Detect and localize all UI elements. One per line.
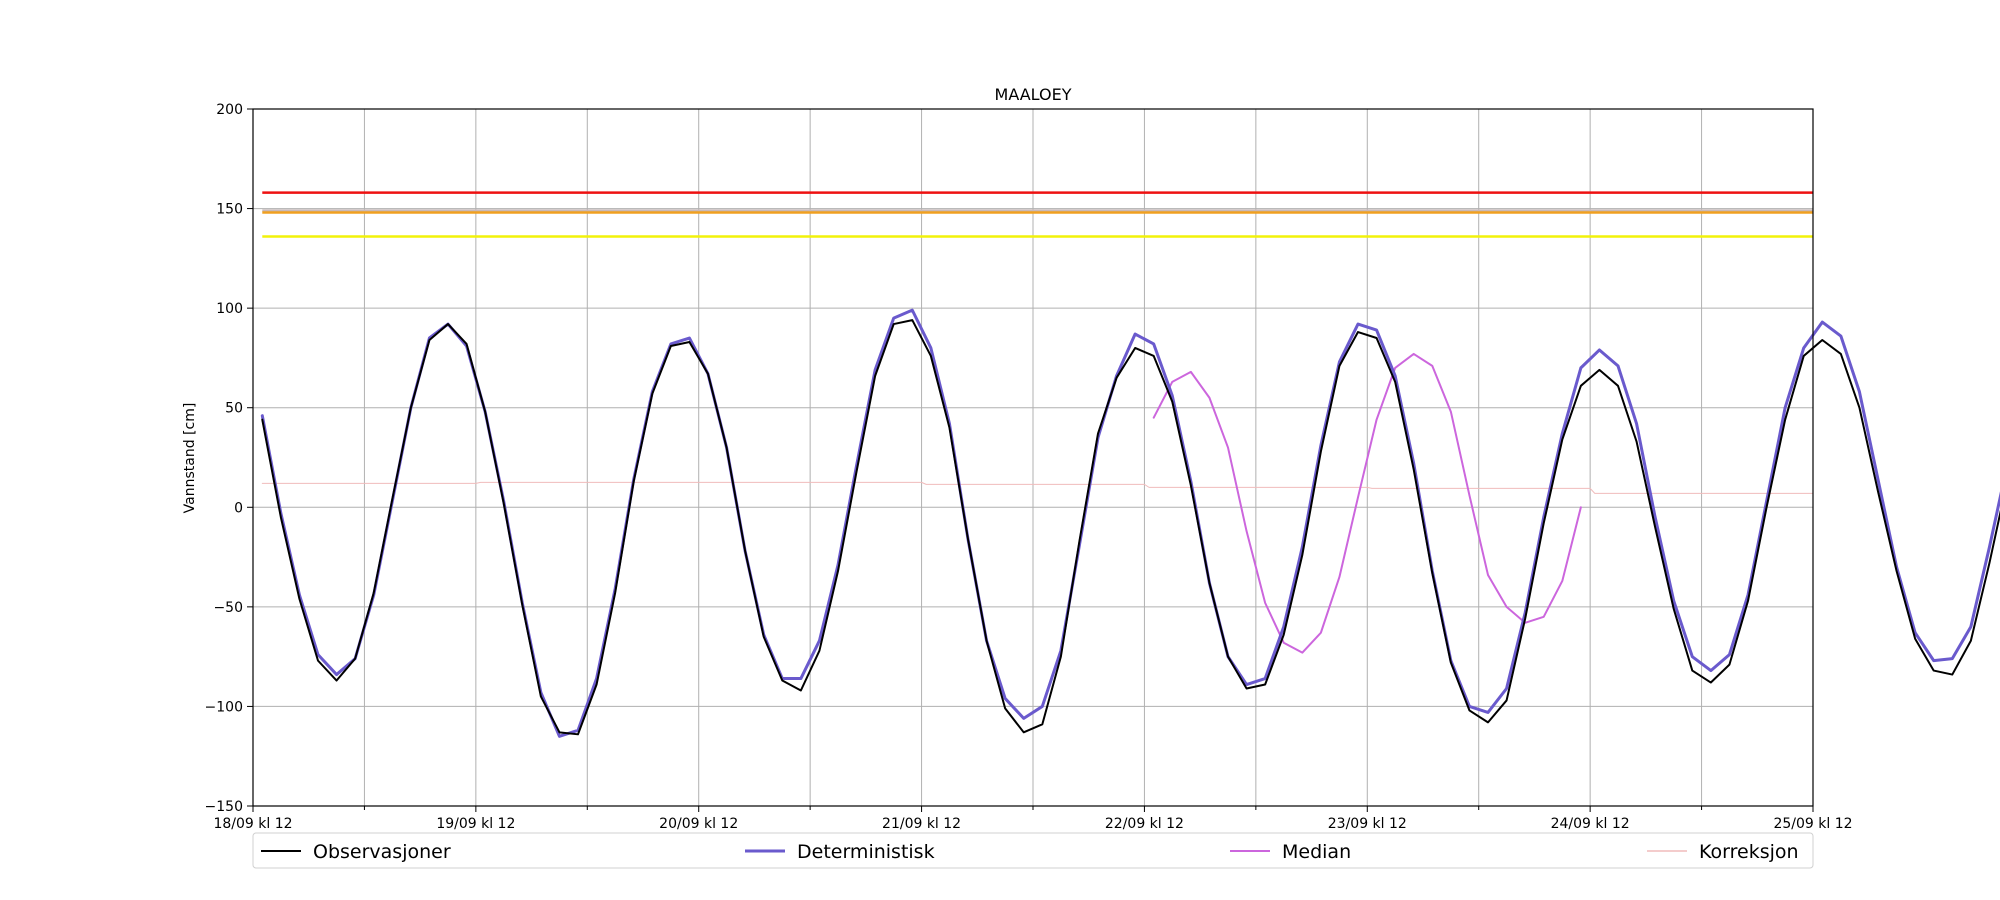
chart-title: MAALOEY: [995, 85, 1072, 104]
legend-item-deterministisk: Deterministisk: [745, 841, 935, 863]
legend-items: Observasjoner Deterministisk Median Korreks…: [261, 841, 1799, 863]
y-tick-label: 100: [216, 301, 243, 317]
series-line-observasjoner: [261, 319, 2000, 736]
legend-label: Korreksjon: [1699, 841, 1799, 863]
y-tick-label: −100: [205, 699, 243, 715]
y-tick-label: 0: [234, 500, 243, 516]
tick-layer: −150 −100 −50 0 50 100 150 200 18/09 kl 12 19/09 …: [205, 102, 1853, 832]
series-line-median: [1152, 352, 1582, 654]
legend-label: Deterministisk: [797, 841, 935, 863]
series-line-deterministisk: [260, 308, 2000, 738]
y-tick-label: −150: [205, 799, 243, 815]
x-tick-label: 24/09 kl 12: [1551, 816, 1630, 832]
x-tick-label: 18/09 kl 12: [213, 816, 292, 832]
y-axis-label: Vannstand [cm]: [182, 403, 198, 514]
legend-label: Observasjoner: [313, 841, 451, 863]
legend-item-observasjoner: Observasjoner: [261, 841, 451, 863]
grid-layer: [253, 109, 1813, 806]
y-tick-label: −50: [213, 600, 243, 616]
y-tick-label: 150: [216, 202, 243, 218]
legend-frame: [252, 832, 1814, 869]
legend: Observasjoner Deterministisk Median Korreks…: [252, 832, 1814, 869]
x-tick-label: 19/09 kl 12: [436, 816, 515, 832]
x-tick-label: 21/09 kl 12: [882, 816, 961, 832]
y-tick-label: 200: [216, 102, 243, 118]
legend-item-korreksjon: Korreksjon: [1647, 841, 1799, 863]
x-tick-label: 22/09 kl 12: [1105, 816, 1184, 832]
x-tick-label: 25/09 kl 12: [1773, 816, 1852, 832]
series-layer: [260, 308, 2000, 738]
x-tick-label: 23/09 kl 12: [1328, 816, 1407, 832]
legend-item-median: Median: [1230, 841, 1351, 863]
series-line-korreksjon: [261, 481, 1814, 494]
threshold-layer: [262, 191, 1813, 238]
x-tick-label: 20/09 kl 12: [659, 816, 738, 832]
y-tick-label: 50: [225, 401, 243, 417]
legend-label: Median: [1282, 841, 1351, 863]
